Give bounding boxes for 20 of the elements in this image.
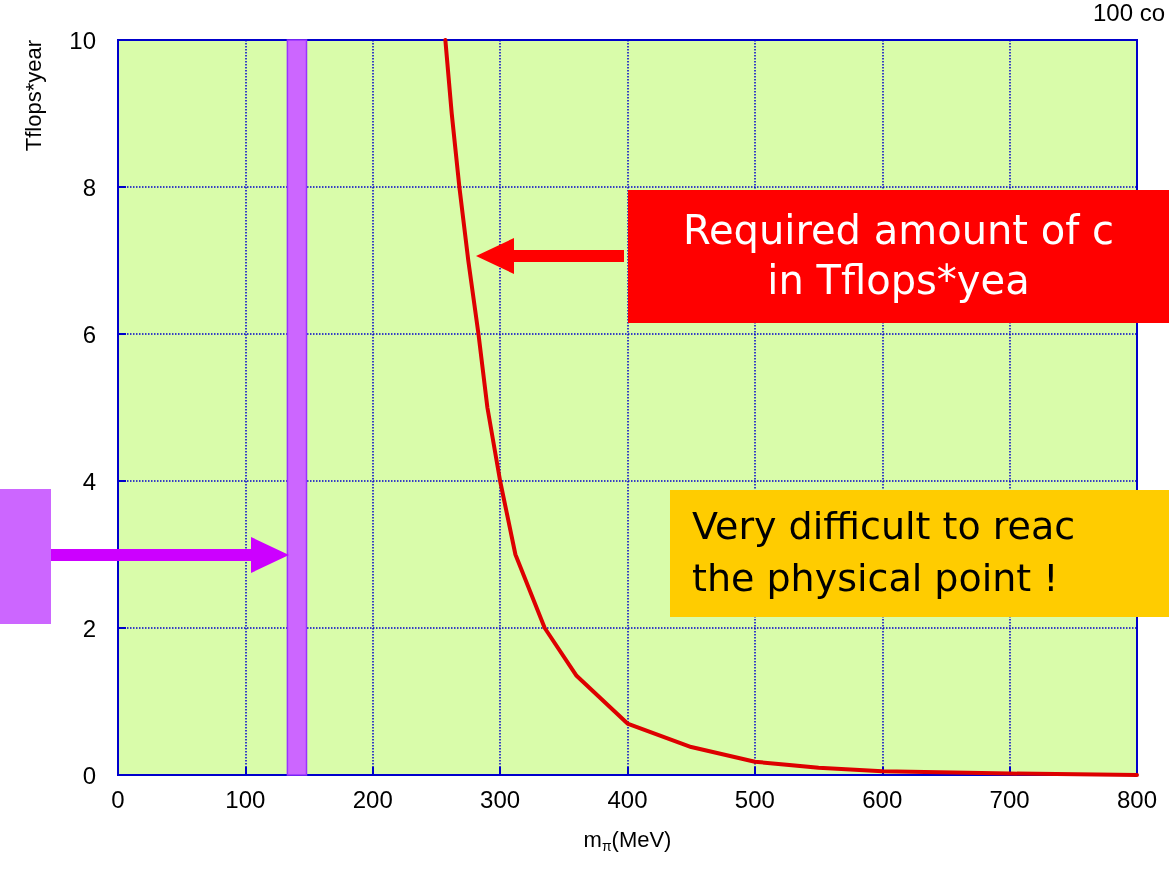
x-tick-label: 300 (480, 785, 521, 813)
line-series (443, 38, 1139, 777)
y-axis-title: Tflops*year (20, 40, 46, 152)
y-tick-label: 0 (82, 761, 96, 789)
x-tick-label: 200 (352, 785, 393, 813)
annotation: Required amount of c in Tflops*yea (628, 190, 1169, 323)
y-tick-label: 10 (69, 26, 96, 54)
text: 100 co (1092, 0, 1165, 26)
annotation: Very difficult to reac the physical point ! (670, 490, 1169, 617)
x-tick-label: 700 (989, 785, 1030, 813)
x-tick-label: 600 (862, 785, 903, 813)
x-tick-label: 800 (1116, 785, 1158, 813)
y-tick-label: 2 (82, 614, 96, 642)
y-tick-label: 4 (82, 467, 96, 495)
y-tick-label: 8 (82, 173, 96, 201)
y-tick-label: 6 (82, 320, 96, 348)
x-tick-label: 400 (607, 785, 648, 813)
x-tick-label: 500 (734, 785, 775, 813)
x-tick-label: 100 (225, 785, 266, 813)
x-tick-label: 0 (111, 785, 125, 813)
